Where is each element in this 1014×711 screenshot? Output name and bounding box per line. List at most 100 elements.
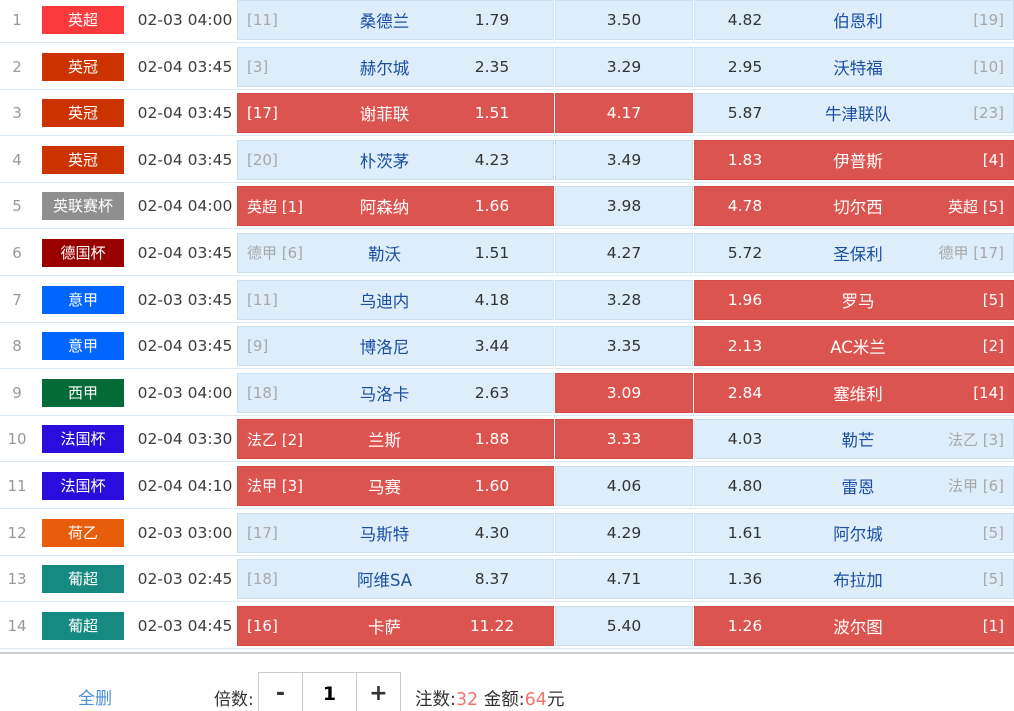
home-team-name: 谢菲联 (359, 105, 410, 125)
home-team-rank: [9] (247, 337, 269, 356)
home-odds-cell[interactable]: [17] 谢菲联 1.51 (237, 93, 554, 134)
home-odds-cell[interactable]: [11] 乌迪内 4.18 (237, 279, 554, 320)
draw-odds-cell[interactable]: 4.17 (555, 93, 693, 134)
away-win-odds: 5.72 (727, 243, 763, 262)
home-odds-cell[interactable]: [9] 博洛尼 3.44 (237, 326, 554, 367)
away-team-name: 波尔图 (833, 617, 883, 637)
draw-odds-cell[interactable]: 4.71 (555, 559, 693, 600)
row-divider (0, 601, 1014, 603)
away-odds-cell[interactable]: 4.78 切尔西 英超 [5] (694, 186, 1014, 227)
home-odds-cell[interactable]: [18] 马洛卡 2.63 (237, 372, 554, 413)
league-badge: 英冠 (42, 52, 124, 81)
draw-odds-cell[interactable]: 3.33 (555, 419, 693, 460)
away-odds-cell[interactable]: 1.83 伊普斯 [4] (694, 139, 1014, 180)
league-badge: 法国杯 (42, 471, 124, 500)
draw-odds-cell[interactable]: 4.06 (555, 465, 693, 506)
league-badge: 葡超 (42, 611, 124, 640)
away-odds-cell[interactable]: 2.84 塞维利 [14] (694, 372, 1014, 413)
row-divider (0, 507, 1014, 509)
home-team-rank: 法乙 [2] (247, 430, 304, 449)
away-odds-cell[interactable]: 5.87 牛津联队 [23] (694, 93, 1014, 134)
home-team-rank: 德甲 [6] (247, 244, 304, 263)
home-odds-cell[interactable]: [16] 卡萨 11.22 (237, 605, 554, 646)
draw-odds-cell[interactable]: 3.98 (555, 186, 693, 227)
match-time: 02-03 03:45 (137, 290, 233, 309)
match-time: 02-03 04:00 (137, 383, 233, 402)
bets-label: 注数: (415, 690, 456, 711)
home-team-name: 博洛尼 (359, 338, 410, 358)
away-odds-cell[interactable]: 1.96 罗马 [5] (694, 279, 1014, 320)
draw-odds: 4.29 (606, 523, 642, 542)
home-team-name: 马洛卡 (359, 384, 410, 404)
away-team-rank: [23] (973, 104, 1004, 123)
home-team-name: 乌迪内 (359, 291, 410, 311)
match-time: 02-04 03:45 (137, 243, 233, 262)
draw-odds-cell[interactable]: 3.35 (555, 326, 693, 367)
match-row: 7 意甲 02-03 03:45 [11] 乌迪内 4.18 3.28 1.96… (0, 279, 1014, 327)
home-team-name: 兰斯 (368, 431, 401, 451)
home-win-odds: 1.66 (474, 197, 510, 216)
home-team-rank: [17] (247, 104, 278, 123)
away-odds-cell[interactable]: 4.82 伯恩利 [19] (694, 0, 1014, 40)
row-divider (0, 181, 1014, 183)
draw-odds-cell[interactable]: 4.27 (555, 232, 693, 273)
match-row: 13 葡超 02-03 02:45 [18] 阿维SA 8.37 4.71 1.… (0, 559, 1014, 606)
match-time: 02-04 03:45 (137, 57, 233, 76)
draw-odds-cell[interactable]: 4.29 (555, 512, 693, 553)
multiplier-value[interactable]: 1 (302, 673, 357, 711)
draw-odds: 4.71 (606, 570, 642, 589)
home-win-odds: 8.37 (474, 570, 510, 589)
home-odds-cell[interactable]: [11] 桑德兰 1.79 (237, 0, 554, 40)
home-odds-cell[interactable]: [3] 赫尔城 2.35 (237, 46, 554, 87)
draw-odds-cell[interactable]: 3.29 (555, 46, 693, 87)
away-odds-cell[interactable]: 1.61 阿尔城 [5] (694, 512, 1014, 553)
away-odds-cell[interactable]: 5.72 圣保利 德甲 [17] (694, 232, 1014, 273)
away-odds-cell[interactable]: 2.13 AC米兰 [2] (694, 326, 1014, 367)
delete-all-link[interactable]: 全删 (78, 689, 112, 710)
away-team-rank: 英超 [5] (947, 197, 1004, 216)
draw-odds-cell[interactable]: 3.09 (555, 372, 693, 413)
draw-odds: 3.33 (606, 430, 642, 449)
away-team-name: 罗马 (841, 291, 875, 311)
home-team-name: 阿森纳 (359, 198, 410, 218)
home-odds-cell[interactable]: [17] 马斯特 4.30 (237, 512, 554, 553)
home-odds-cell[interactable]: [20] 朴茨茅 4.23 (237, 139, 554, 180)
away-win-odds: 5.87 (727, 104, 763, 123)
away-win-odds: 4.03 (727, 430, 763, 449)
draw-odds-cell[interactable]: 5.40 (555, 605, 693, 646)
draw-odds-cell[interactable]: 3.50 (555, 0, 693, 40)
match-time: 02-04 04:00 (137, 197, 233, 216)
match-time: 02-03 04:00 (137, 11, 233, 29)
home-odds-cell[interactable]: [18] 阿维SA 8.37 (237, 559, 554, 600)
home-team-rank: 英超 [1] (247, 197, 304, 216)
match-row: 8 意甲 02-04 03:45 [9] 博洛尼 3.44 3.35 2.13 … (0, 326, 1014, 373)
decrease-multiplier-button[interactable]: - (275, 681, 286, 707)
match-time: 02-04 03:45 (137, 104, 233, 123)
away-odds-cell[interactable]: 1.26 波尔图 [1] (694, 605, 1014, 646)
away-team-rank: [1] (982, 616, 1004, 635)
home-win-odds: 1.79 (474, 11, 510, 29)
away-win-odds: 2.13 (727, 337, 763, 356)
row-index: 12 (7, 523, 27, 542)
increase-multiplier-button[interactable]: + (369, 681, 388, 707)
away-odds-cell[interactable]: 4.03 勒芒 法乙 [3] (694, 419, 1014, 460)
home-odds-cell[interactable]: 法甲 [3] 马赛 1.60 (237, 465, 554, 506)
away-team-rank: [5] (982, 290, 1004, 309)
home-odds-cell[interactable]: 法乙 [2] 兰斯 1.88 (237, 419, 554, 460)
away-team-name: 圣保利 (833, 244, 883, 264)
away-win-odds: 1.36 (727, 570, 763, 589)
row-divider (0, 461, 1014, 463)
match-time: 02-04 03:45 (137, 150, 233, 169)
home-win-odds: 3.44 (474, 337, 510, 356)
league-badge: 德国杯 (42, 238, 124, 267)
away-odds-cell[interactable]: 1.36 布拉加 [5] (694, 559, 1014, 600)
home-win-odds: 2.35 (474, 57, 510, 76)
draw-odds-cell[interactable]: 3.28 (555, 279, 693, 320)
away-odds-cell[interactable]: 2.95 沃特福 [10] (694, 46, 1014, 87)
home-odds-cell[interactable]: 德甲 [6] 勒沃 1.51 (237, 232, 554, 273)
away-odds-cell[interactable]: 4.80 雷恩 法甲 [6] (694, 465, 1014, 506)
multiplier-stepper: - 1 + (258, 672, 401, 711)
home-odds-cell[interactable]: 英超 [1] 阿森纳 1.66 (237, 186, 554, 227)
draw-odds-cell[interactable]: 3.49 (555, 139, 693, 180)
match-row: 14 葡超 02-03 04:45 [16] 卡萨 11.22 5.40 1.2… (0, 605, 1014, 653)
